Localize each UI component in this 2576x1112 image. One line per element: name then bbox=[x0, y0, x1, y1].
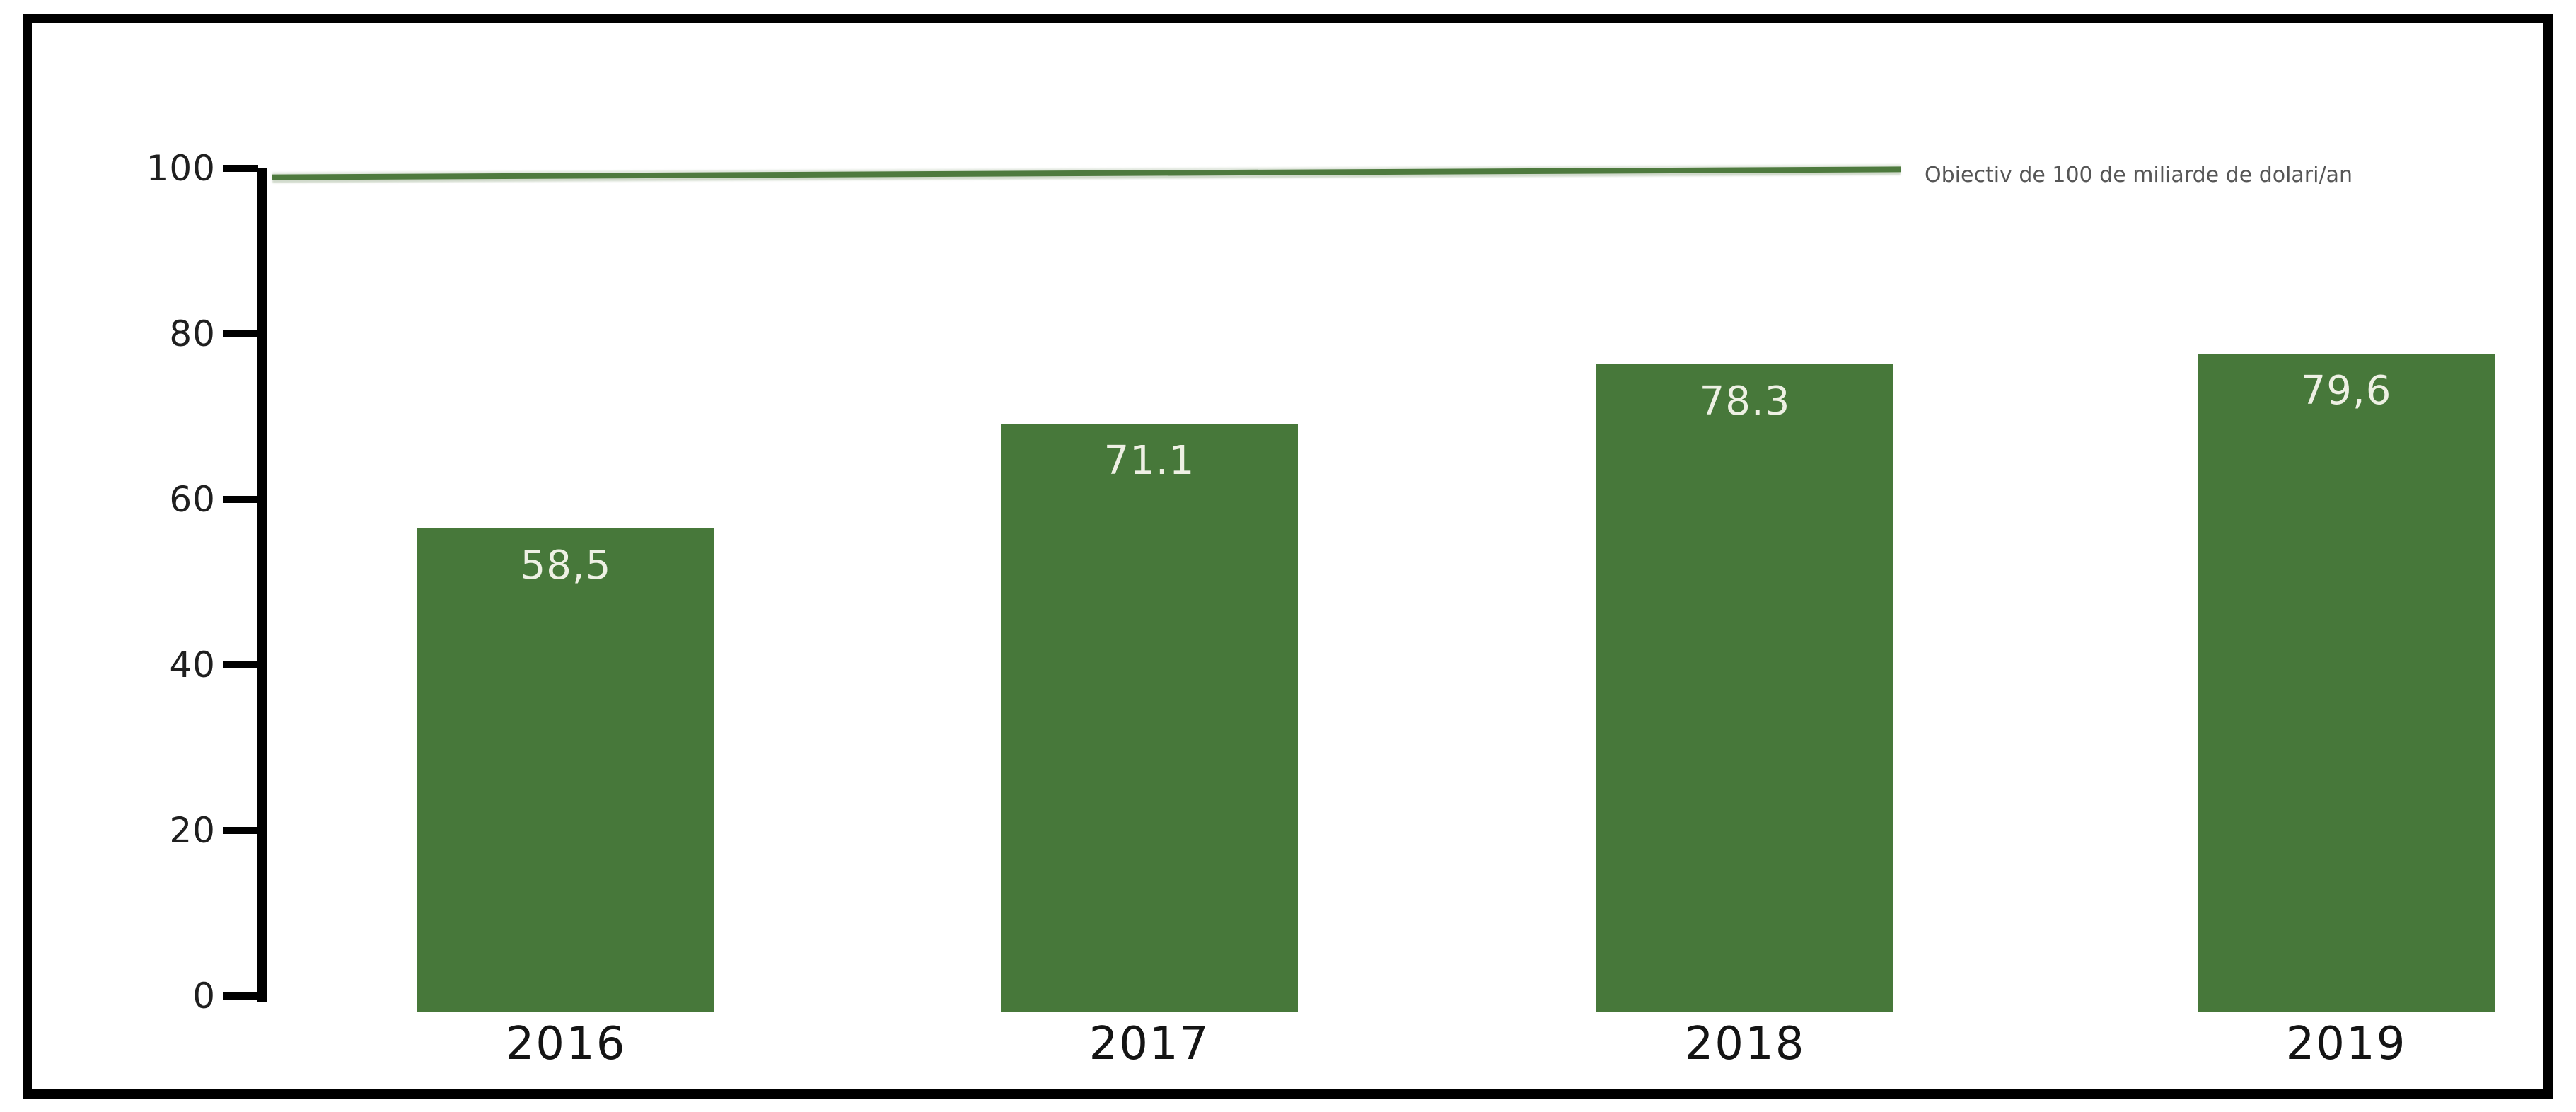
y-axis-tick-label: 60 bbox=[169, 479, 216, 520]
chart-border-frame: 0 20 40 60 80 100 58,5 71.1 78.3 79,6 2016 2017 20… bbox=[23, 14, 2553, 1099]
y-axis-tick-label: 40 bbox=[169, 644, 216, 685]
x-axis-label-2016: 2016 bbox=[505, 1018, 627, 1070]
bar-value-label: 71.1 bbox=[1103, 438, 1195, 485]
x-axis-label-2017: 2017 bbox=[1089, 1018, 1210, 1070]
bar-value-label: 58,5 bbox=[520, 542, 612, 589]
y-axis-tick-mark bbox=[223, 992, 258, 1000]
y-axis-tick-mark bbox=[223, 661, 258, 668]
x-axis-label-2019: 2019 bbox=[2285, 1018, 2407, 1070]
bar-2017: 71.1 bbox=[1001, 424, 1298, 1012]
bar-value-label: 79,6 bbox=[2300, 367, 2392, 414]
plot-area: 58,5 71.1 78.3 79,6 bbox=[32, 174, 2576, 1012]
bar-value-label: 78.3 bbox=[1699, 378, 1791, 424]
y-axis-line bbox=[257, 168, 267, 1002]
x-axis-label-2018: 2018 bbox=[1684, 1018, 1806, 1070]
bar-column-2017: 71.1 bbox=[1001, 174, 1298, 1012]
y-axis-tick-label: 20 bbox=[169, 810, 216, 851]
y-axis-tick-mark bbox=[223, 496, 258, 503]
y-axis-tick-mark bbox=[223, 827, 258, 834]
bar-2019: 79,6 bbox=[2198, 353, 2495, 1012]
y-axis-tick-mark bbox=[223, 165, 258, 172]
bar-column-2018: 78.3 bbox=[1596, 174, 1893, 1012]
y-axis-tick-label: 100 bbox=[146, 148, 216, 189]
bar-2018: 78.3 bbox=[1596, 364, 1893, 1012]
y-axis-tick-label: 80 bbox=[169, 313, 216, 354]
bar-column-2016: 58,5 bbox=[417, 174, 714, 1012]
y-axis-tick-mark bbox=[223, 330, 258, 337]
bar-2016: 58,5 bbox=[417, 528, 714, 1012]
y-axis-tick-label: 0 bbox=[192, 975, 216, 1017]
target-line-label: Obiectiv de 100 de miliarde de dolari/an bbox=[1925, 163, 2352, 187]
bar-column-2019: 79,6 bbox=[2198, 174, 2495, 1012]
